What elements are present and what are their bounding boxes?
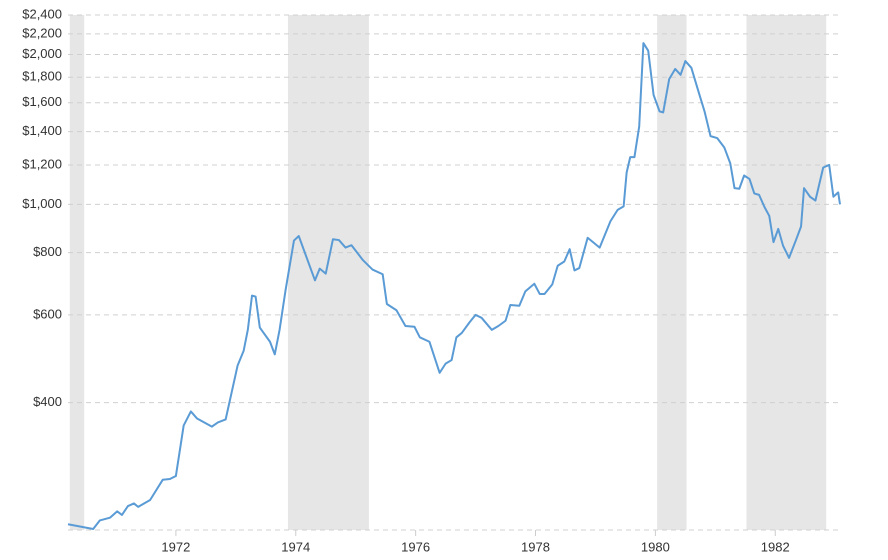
y-tick-label: $600 [33, 306, 62, 321]
y-tick-label: $2,200 [22, 25, 62, 40]
y-tick-label: $1,800 [22, 69, 62, 84]
recession-band [746, 15, 827, 530]
y-tick-label: $1,000 [22, 196, 62, 211]
x-tick-label: 1976 [401, 539, 430, 554]
y-tick-label: $1,200 [22, 156, 62, 171]
recession-band [657, 15, 687, 530]
y-tick-label: $1,600 [22, 94, 62, 109]
y-tick-label: $800 [33, 244, 62, 259]
x-tick-label: 1980 [641, 539, 670, 554]
y-tick-label: $2,400 [22, 6, 62, 21]
y-tick-label: $2,000 [22, 46, 62, 61]
x-tick-label: 1974 [281, 539, 310, 554]
recession-band [69, 15, 85, 530]
recession-band [287, 15, 369, 530]
y-tick-label: $400 [33, 394, 62, 409]
y-tick-label: $1,400 [22, 123, 62, 138]
x-tick-label: 1972 [161, 539, 190, 554]
x-tick-label: 1978 [521, 539, 550, 554]
price-line [67, 42, 841, 531]
x-tick-label: 1982 [761, 539, 790, 554]
